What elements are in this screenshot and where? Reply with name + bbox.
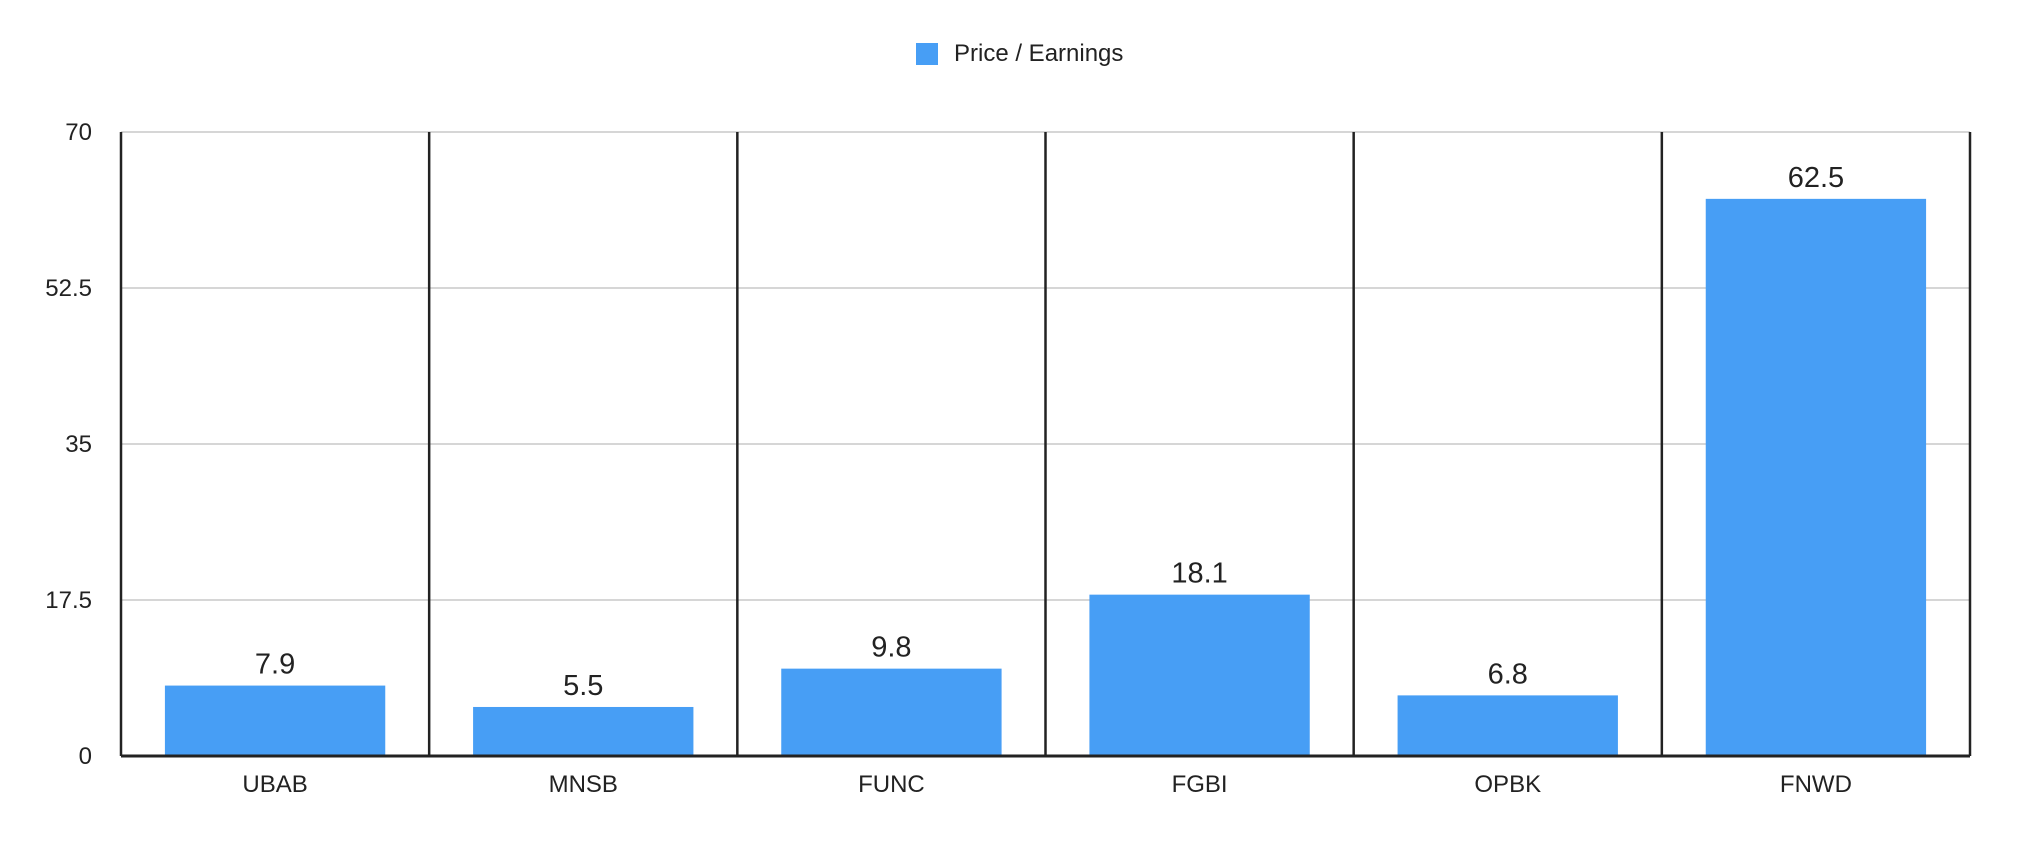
- data-label: 7.9: [255, 649, 295, 681]
- y-tick-label: 52.5: [45, 275, 92, 302]
- x-tick-label: FUNC: [858, 771, 925, 798]
- bar: [473, 706, 694, 756]
- legend-swatch: [916, 43, 938, 65]
- bar: [1705, 198, 1927, 756]
- bar: [164, 685, 386, 756]
- y-tick-label: 0: [79, 743, 92, 770]
- x-tick-label: OPBK: [1474, 771, 1541, 798]
- bar: [781, 668, 1002, 756]
- y-tick-label: 70: [65, 119, 92, 146]
- data-label: 6.8: [1488, 658, 1528, 690]
- data-label: 18.1: [1171, 558, 1227, 590]
- data-label: 62.5: [1788, 162, 1844, 194]
- data-label: 5.5: [563, 670, 603, 702]
- category-separators: [119, 132, 1972, 756]
- legend: Price / Earnings: [916, 40, 1123, 68]
- x-tick-label: FNWD: [1780, 771, 1852, 798]
- y-tick-label: 17.5: [45, 587, 92, 614]
- legend-label: Price / Earnings: [954, 40, 1124, 67]
- bars: [164, 198, 1927, 756]
- bar: [1089, 594, 1310, 756]
- x-tick-label: MNSB: [549, 771, 618, 798]
- data-label: 9.8: [871, 632, 911, 664]
- y-tick-label: 35: [65, 431, 92, 458]
- bar: [1397, 695, 1618, 756]
- labels: 0 17.5 35 52.5 70 7.9 UBAB 5.5 MNSB 9.8 FUNC 18.1 FG…: [45, 119, 1852, 798]
- x-tick-label: FGBI: [1172, 771, 1228, 798]
- x-tick-label: UBAB: [242, 771, 307, 798]
